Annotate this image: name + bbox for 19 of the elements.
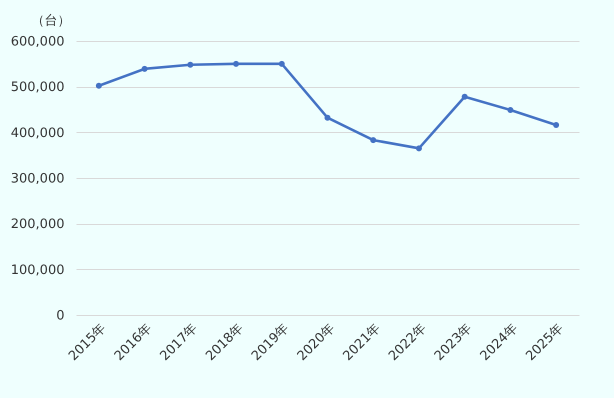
y-tick-label: 0 [56,308,64,324]
point [233,60,240,67]
point [507,106,514,113]
y-tick-label: 200,000 [10,217,64,232]
point [370,137,376,144]
point [462,94,468,100]
point [278,60,285,67]
point [187,62,194,68]
point [553,122,560,128]
point [96,82,102,89]
y-tick-label: 300,000 [10,172,64,186]
y-tick-label: 100,000 [10,262,64,278]
y-tick-label: 500,000 [10,80,64,96]
y-tick-label: 600,000 [10,34,64,50]
point [324,114,330,121]
point [416,145,422,152]
y-axis-title: （台） [32,14,70,28]
point [142,66,148,72]
y-tick-label: 400,000 [10,126,64,141]
